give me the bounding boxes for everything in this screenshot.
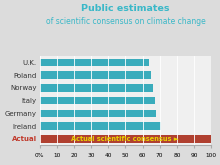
Bar — [40, 110, 156, 117]
Bar — [40, 97, 155, 104]
Text: Public estimates: Public estimates — [81, 4, 170, 13]
Bar — [40, 84, 153, 92]
Text: Actual scientific consensus ►: Actual scientific consensus ► — [72, 136, 179, 142]
Bar — [40, 59, 149, 66]
Text: of scientific consensus on climate change: of scientific consensus on climate chang… — [46, 17, 205, 26]
Bar — [40, 122, 161, 130]
Bar — [40, 135, 211, 143]
Bar — [40, 71, 151, 79]
